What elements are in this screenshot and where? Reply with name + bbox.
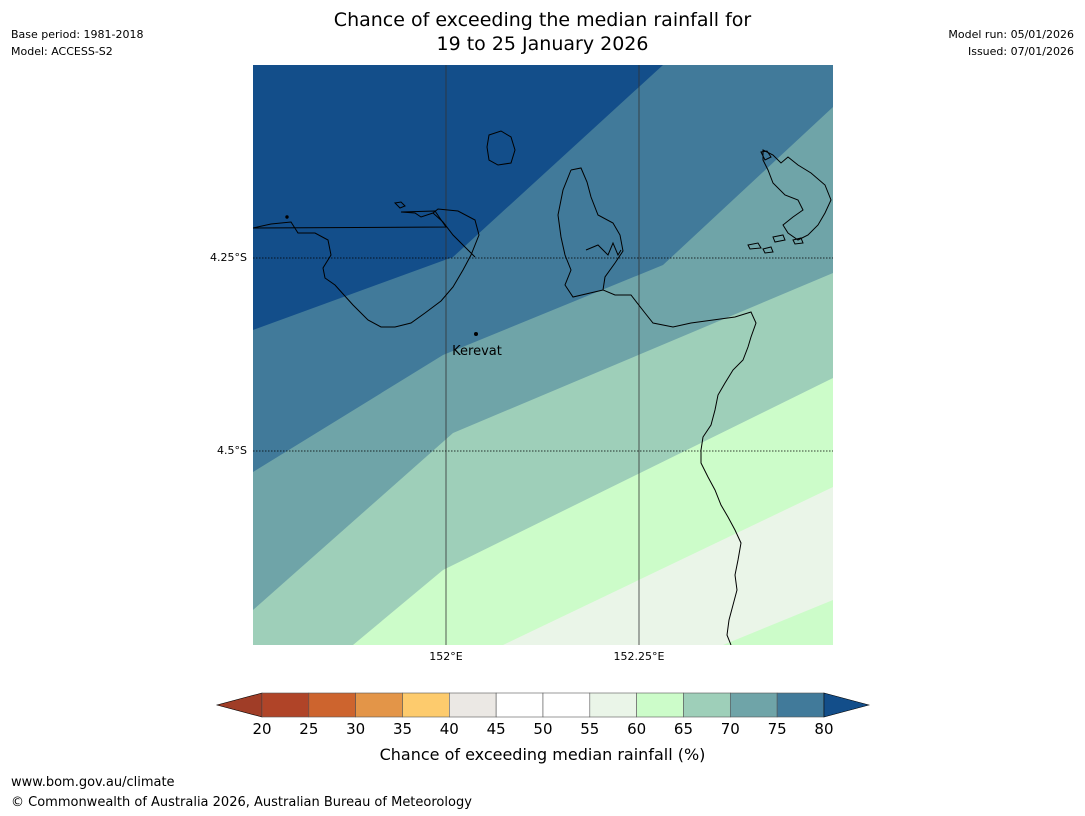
colorbar-tick-25: 25 [299,720,319,738]
map-title: Chance of exceeding the median rainfall … [0,8,1085,56]
colorbar-segment-70-75 [729,692,778,718]
zone-50-55 [503,487,833,645]
kerevat-label: Kerevat [452,344,502,359]
coast-central [570,167,757,645]
colorbar-segment-45-50 [495,692,544,718]
colorbar-segment-65-70 [683,692,731,718]
coast-northeast [762,149,832,241]
lat-label-4-5: 4.5°S [217,444,247,457]
colorbar-segment-75-80 [776,692,825,718]
colorbar-segment-35-40 [402,692,450,718]
colorbar-tick-40: 40 [439,720,459,738]
coast-ne-islet-1 [747,242,762,250]
colorbar-tick-35: 35 [392,720,413,738]
colorbar-segment-50-55 [542,692,591,718]
map-title-line1: Chance of exceeding the median rainfall … [333,9,752,31]
colorbar-tick-65: 65 [673,720,694,738]
meta-left: Base period: 1981-2018 Model: ACCESS-S2 [11,26,143,60]
colorbar-segment-30-35 [355,692,403,718]
colorbar-tick-30: 30 [346,720,366,738]
coast-bay [585,241,622,257]
coast-islet-a [393,201,406,209]
lat-label-4-25: 4.25°S [210,251,247,264]
map-panel: Kerevat [253,65,833,645]
colorbar-segment-60-65 [636,692,684,718]
colorbar-tick-20: 20 [252,720,272,738]
colorbar-segment-55-60 [589,692,637,718]
coast-west [253,208,480,328]
colorbar-tick-55: 55 [580,720,600,738]
map-title-line2: 19 to 25 January 2026 [436,33,649,55]
coast-ne-islet-5 [760,150,772,161]
coast-ne-islet-4 [762,246,774,254]
colorbar-segment-40-45 [449,692,497,718]
lon-label-152-25: 152.25°E [613,650,665,663]
coast-ne-islet-2 [772,234,786,243]
kerevat-marker [474,332,478,336]
lon-label-152: 152°E [429,650,463,663]
colorbar-tick-50: 50 [533,720,553,738]
colorbar-tick-80: 80 [814,720,834,738]
footer-url[interactable]: www.bom.gov.au/climate [11,775,175,790]
colorbar-segment-25-30 [308,692,356,718]
coast-islet-b [285,215,289,219]
coast-central-b [557,169,604,298]
coast-west-b [432,212,476,258]
colorbar-label: Chance of exceeding median rainfall (%) [379,745,706,764]
model-text: Model: ACCESS-S2 [11,45,113,58]
coast-ne-islet-3 [792,237,804,245]
issued-text: Issued: 07/01/2026 [967,45,1074,58]
colorbar-over-arrow [823,692,870,718]
meta-right: Model run: 05/01/2026 Issued: 07/01/2026 [948,26,1074,60]
base-period-text: Base period: 1981-2018 [11,28,144,41]
colorbar-tick-45: 45 [486,720,506,738]
colorbar-segment-20-25 [261,692,310,718]
model-run-text: Model run: 05/01/2026 [948,28,1074,41]
colorbar-tick-60: 60 [627,720,647,738]
coast-island-north [486,130,516,166]
colorbar-tick-70: 70 [720,720,740,738]
colorbar-under-arrow [215,692,263,718]
colorbar [215,692,870,718]
footer-copyright: © Commonwealth of Australia 2026, Austra… [11,795,472,810]
colorbar-tick-75: 75 [767,720,787,738]
